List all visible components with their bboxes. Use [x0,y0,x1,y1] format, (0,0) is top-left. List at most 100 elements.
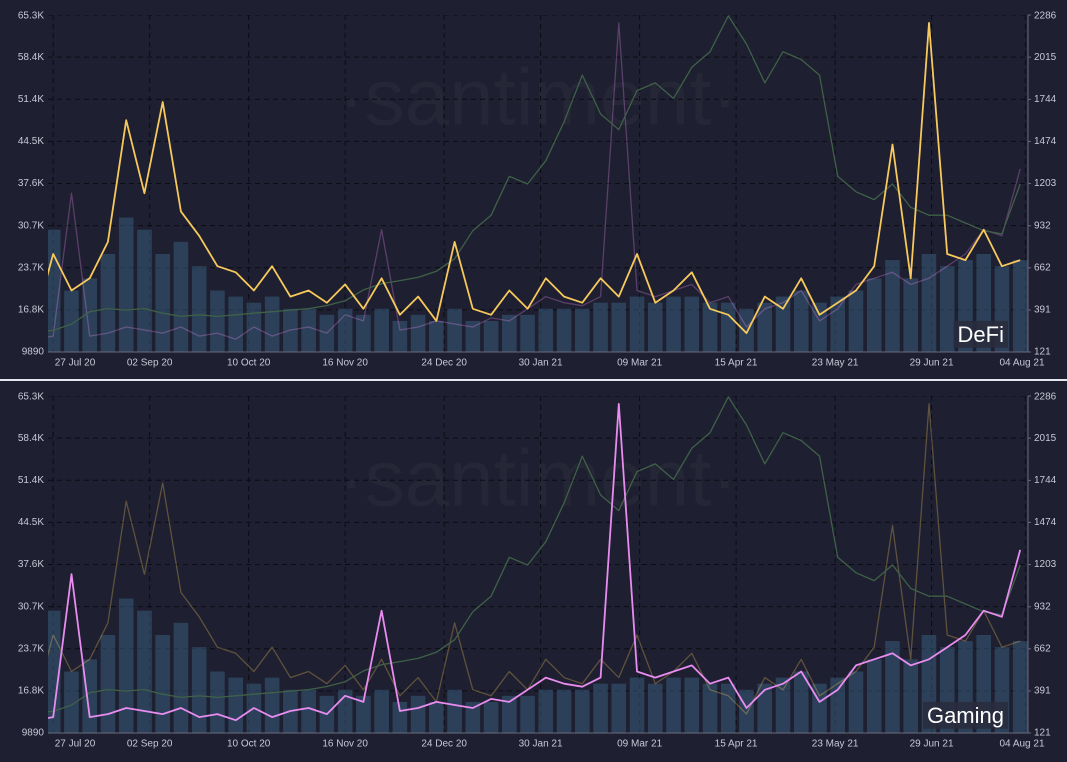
bar [812,302,827,352]
bar [191,647,207,733]
bar [520,695,535,733]
bar [793,290,809,352]
y-tick-label: 58.4K [18,433,44,444]
y-tick-label: 9890 [22,728,45,739]
bar [593,683,608,733]
series-line [48,21,1021,335]
y2-tick-label: 2015 [1034,52,1057,63]
y-tick-label: 23.7K [18,643,44,654]
bar [647,683,663,733]
bar [885,260,900,352]
bar [848,671,864,733]
x-tick-label: 27 Jul 20 [55,739,96,750]
bar [410,695,426,733]
x-tick-label: 23 May 21 [812,358,859,369]
x-tick-label: 16 Nov 20 [322,739,368,750]
bar [739,689,754,733]
y2-tick-label: 1474 [1034,517,1057,528]
panel-label: Gaming [927,703,1004,728]
bar [483,320,499,352]
bar [629,296,645,352]
y-tick-label: 37.6K [18,178,44,189]
bar [100,254,116,352]
bar [538,689,554,733]
bar [410,314,426,352]
bar [575,689,590,733]
bar [356,314,371,352]
bar [739,308,754,352]
bar [137,229,152,352]
bar [757,302,773,352]
y-tick-label: 65.3K [18,11,44,22]
bar [429,701,444,733]
y2-tick-label: 2015 [1034,433,1057,444]
y2-tick-label: 662 [1034,643,1051,654]
bar [684,677,700,733]
bar [319,314,335,352]
bar [337,308,353,352]
bar [903,278,919,352]
y-tick-label: 51.4K [18,475,44,486]
bar [465,320,481,352]
series-line [48,396,1021,713]
bar [1012,260,1028,352]
y-tick-label: 51.4K [18,94,44,105]
y2-tick-label: 121 [1034,347,1051,358]
y-tick-label: 37.6K [18,559,44,570]
plot-area: ·santiment· [48,15,1028,352]
bar [228,296,243,352]
x-tick-label: 16 Nov 20 [322,358,368,369]
bar [173,241,189,352]
bar [283,308,298,352]
bar [848,290,864,352]
y-tick-label: 30.7K [18,601,44,612]
series-line [48,15,1021,332]
y2-tick-label: 1744 [1034,475,1057,486]
bar [210,671,225,733]
bar [538,308,554,352]
x-tick-label: 29 Jun 21 [910,739,954,750]
bar [374,689,389,733]
bar [611,302,627,352]
y-tick-label: 58.4K [18,52,44,63]
x-tick-label: 09 Mar 21 [617,739,662,750]
bar [173,622,189,733]
bar [82,659,97,733]
bar [593,302,608,352]
bar [575,308,590,352]
bar [82,278,97,352]
bar [118,598,134,733]
plot-area: ·santiment· [48,396,1028,733]
x-tick-label: 02 Sep 20 [127,739,173,750]
bar [647,302,663,352]
bar [684,296,700,352]
bar [502,695,517,733]
bar [246,302,262,352]
y2-tick-label: 1203 [1034,559,1057,570]
bar [812,683,827,733]
bar [866,659,882,733]
y2-tick-label: 662 [1034,262,1051,273]
x-tick-label: 30 Jan 21 [519,358,563,369]
bar [155,635,170,733]
bar [885,641,900,733]
bar [666,296,681,352]
bar [356,695,371,733]
bar [155,254,170,352]
bar [483,701,499,733]
y-tick-label: 23.7K [18,262,44,273]
x-tick-label: 04 Aug 21 [999,739,1044,750]
x-tick-label: 24 Dec 20 [421,739,467,750]
bar [191,266,207,352]
y-tick-label: 30.7K [18,220,44,231]
bar [921,254,937,352]
x-tick-label: 04 Aug 21 [999,358,1044,369]
x-tick-label: 23 May 21 [812,739,859,750]
bar [301,689,316,733]
bar [720,683,736,733]
bar [64,671,79,733]
y2-tick-label: 932 [1034,220,1051,231]
y-tick-label: 44.5K [18,136,44,147]
y-tick-label: 44.5K [18,517,44,528]
